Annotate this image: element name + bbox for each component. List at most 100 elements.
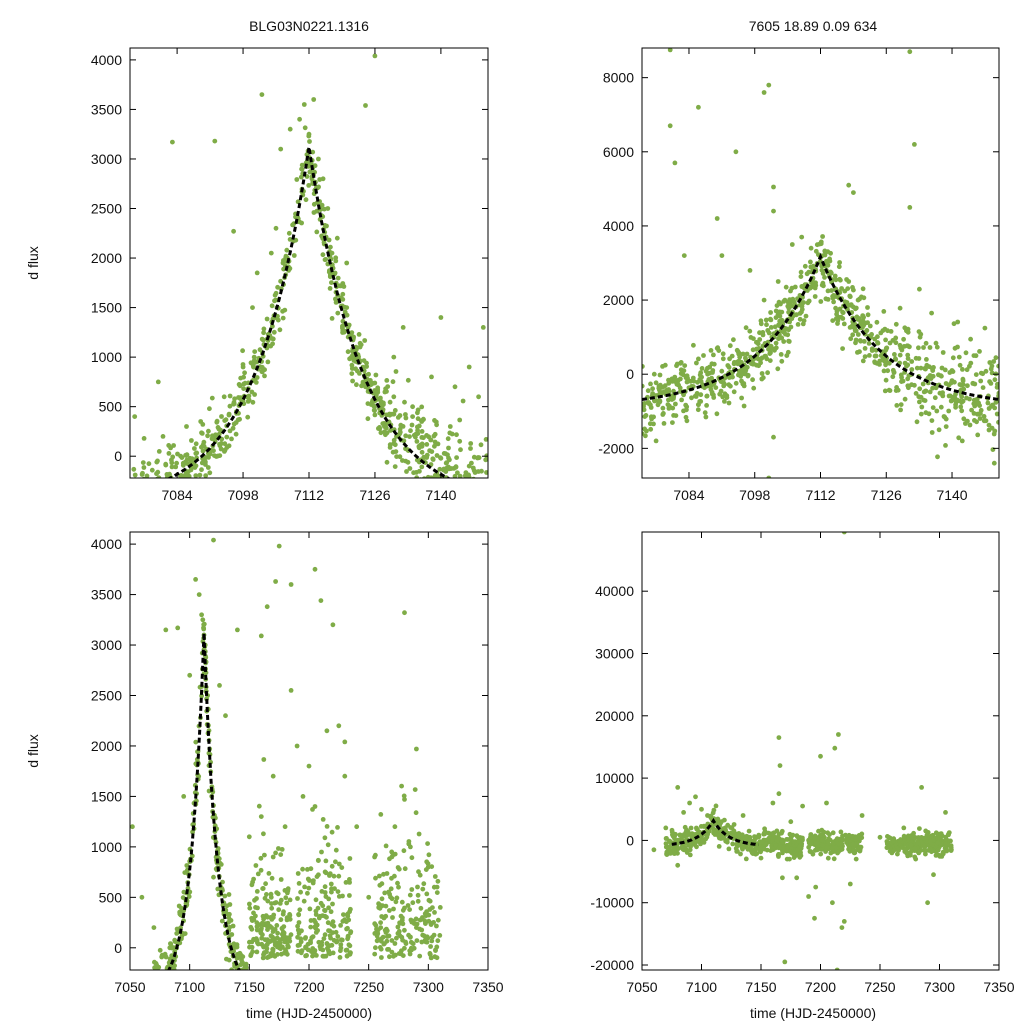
data-point <box>200 422 206 427</box>
data-point <box>387 442 393 448</box>
y-tick-label: 2000 <box>603 292 634 308</box>
data-point <box>873 353 879 359</box>
data-point <box>844 277 849 282</box>
data-point <box>307 906 313 912</box>
data-point <box>937 854 943 859</box>
data-point <box>148 493 153 498</box>
data-point <box>480 482 485 487</box>
data-point <box>377 882 383 888</box>
data-point <box>825 839 831 845</box>
data-point <box>199 430 204 436</box>
data-point <box>929 430 935 435</box>
data-point <box>153 975 158 980</box>
data-point <box>996 363 999 369</box>
data-point <box>175 625 181 631</box>
x-axis-label: time (HJD-2450000) <box>750 1005 876 1021</box>
data-point <box>366 894 372 900</box>
data-point <box>152 959 157 965</box>
y-tick-label: 40000 <box>595 583 634 599</box>
data-point <box>310 949 316 955</box>
data-point <box>682 363 688 368</box>
data-point <box>409 855 415 861</box>
data-point <box>416 445 422 451</box>
data-point <box>247 901 252 907</box>
data-point <box>417 509 422 514</box>
data-point <box>878 330 884 336</box>
data-point <box>776 336 781 342</box>
data-point <box>702 410 708 416</box>
data-point <box>466 478 471 483</box>
data-point <box>282 888 288 893</box>
data-point <box>841 919 847 924</box>
data-point <box>238 375 244 381</box>
data-point <box>140 470 145 476</box>
data-point <box>402 399 407 405</box>
data-point <box>403 433 409 439</box>
data-point <box>236 395 241 400</box>
data-point <box>160 974 165 979</box>
data-point <box>905 356 911 361</box>
data-point <box>407 934 413 940</box>
data-point <box>199 612 205 618</box>
data-point <box>420 490 425 495</box>
data-point <box>174 931 180 936</box>
data-point <box>828 250 833 256</box>
data-point <box>667 839 673 845</box>
data-point <box>142 489 147 494</box>
data-point <box>697 831 703 837</box>
data-point <box>681 253 687 258</box>
data-point <box>453 521 458 526</box>
data-point <box>316 872 321 878</box>
data-point <box>392 941 398 946</box>
data-point <box>758 357 763 362</box>
data-point <box>425 841 430 846</box>
data-point <box>466 364 472 370</box>
data-point <box>776 854 781 859</box>
data-point <box>215 886 221 892</box>
data-point <box>193 739 199 745</box>
data-point <box>905 362 911 368</box>
data-point <box>184 474 190 478</box>
data-point <box>316 156 321 162</box>
data-point <box>409 887 415 892</box>
data-point <box>739 378 744 384</box>
data-point <box>795 322 801 327</box>
data-point <box>201 626 207 632</box>
data-point <box>651 847 657 853</box>
data-point <box>169 977 174 982</box>
data-point <box>679 397 684 403</box>
data-point <box>972 418 977 423</box>
data-point <box>724 395 730 400</box>
data-point <box>971 397 977 403</box>
data-point <box>193 441 199 447</box>
data-point <box>986 422 992 428</box>
data-point <box>409 422 415 428</box>
data-point <box>240 348 246 354</box>
data-point <box>733 380 739 386</box>
x-tick-label: 7100 <box>686 979 717 995</box>
data-point <box>454 503 459 508</box>
data-point <box>422 918 427 923</box>
data-point <box>388 428 393 433</box>
data-point <box>447 466 453 471</box>
data-point <box>132 414 138 419</box>
data-point <box>671 394 677 400</box>
data-point <box>719 368 725 374</box>
data-point <box>669 376 675 382</box>
data-point <box>432 910 437 915</box>
data-point <box>260 932 265 938</box>
data-point <box>390 379 396 385</box>
data-point <box>758 855 764 861</box>
data-point <box>684 407 689 413</box>
data-point <box>218 441 224 446</box>
data-point <box>332 886 337 891</box>
data-point <box>387 399 393 405</box>
data-point <box>766 82 772 88</box>
data-point <box>327 286 333 291</box>
data-point <box>387 412 393 418</box>
data-point <box>254 927 260 933</box>
data-point <box>224 903 230 909</box>
data-point <box>199 460 205 466</box>
data-point <box>268 933 274 939</box>
data-point <box>794 312 799 317</box>
